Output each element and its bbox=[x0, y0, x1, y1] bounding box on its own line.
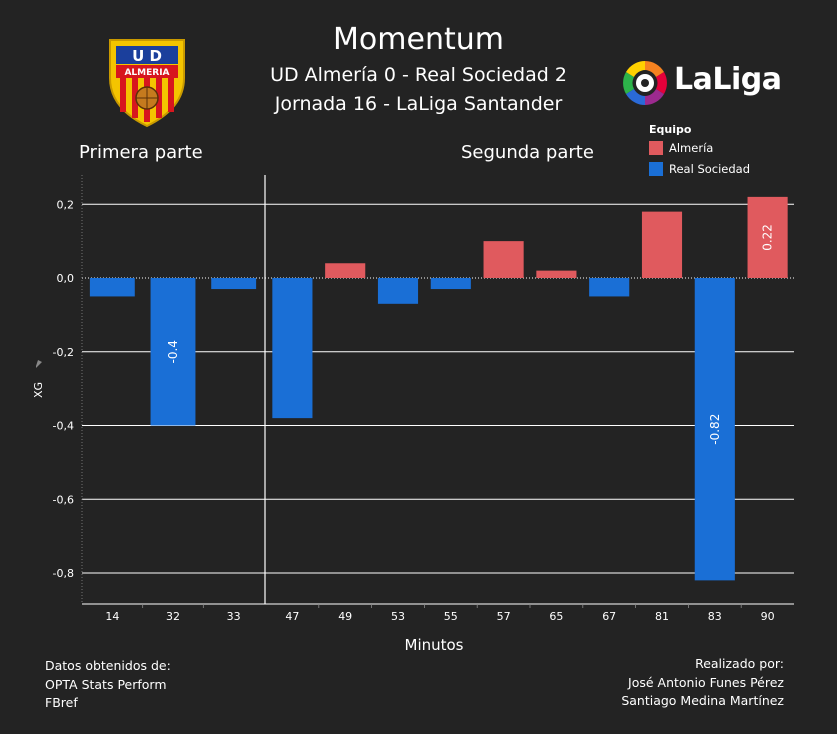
x-tick-label: 55 bbox=[444, 610, 458, 623]
y-tick-label: -0,2 bbox=[53, 346, 74, 359]
laliga-logo-text: LaLiga bbox=[674, 62, 782, 97]
x-tick-label: 90 bbox=[761, 610, 775, 623]
laliga-logo-icon bbox=[620, 58, 670, 108]
legend-label-almeria: Almería bbox=[669, 141, 714, 155]
bar-47 bbox=[272, 278, 313, 419]
footer-sources: Datos obtenidos de: OPTA Stats Perform F… bbox=[45, 657, 171, 713]
footer-source-line: FBref bbox=[45, 695, 78, 710]
y-axis-title: XG bbox=[32, 382, 45, 398]
y-tick-label: -0,8 bbox=[53, 567, 74, 580]
bar-83 bbox=[694, 278, 735, 581]
legend-item-almeria[interactable]: Almería bbox=[649, 141, 713, 155]
y-tick-label: 0,0 bbox=[57, 272, 75, 285]
footer-credit-line: Realizado por: bbox=[695, 656, 784, 671]
x-tick-label: 57 bbox=[497, 610, 511, 623]
x-tick-label: 53 bbox=[391, 610, 405, 623]
legend-swatch-real-sociedad bbox=[649, 162, 663, 176]
legend-label-real-sociedad: Real Sociedad bbox=[669, 162, 751, 176]
bar-14 bbox=[89, 278, 135, 297]
footer-source-line: Datos obtenidos de: bbox=[45, 658, 171, 673]
bar-90 bbox=[747, 196, 788, 278]
footer-source-line: OPTA Stats Perform bbox=[45, 676, 167, 692]
crest-text-almeria: ALMERIA bbox=[124, 68, 169, 78]
x-tick-label: 14 bbox=[105, 610, 119, 623]
bar-55 bbox=[430, 278, 471, 290]
data-label: -0.4 bbox=[166, 340, 180, 363]
second-half-title: Segunda parte bbox=[461, 142, 594, 163]
bar-81 bbox=[641, 211, 683, 278]
x-tick-label: 33 bbox=[227, 610, 241, 623]
x-axis-title: Minutos bbox=[405, 636, 464, 654]
data-label: 0.22 bbox=[761, 224, 775, 251]
y-tick-label: -0,4 bbox=[53, 420, 74, 433]
bar-53 bbox=[377, 278, 419, 304]
matchday-subtitle: Jornada 16 - LaLiga Santander bbox=[274, 93, 563, 115]
y-tick-label: -0,6 bbox=[53, 493, 74, 506]
match-result-subtitle: UD Almería 0 - Real Sociedad 2 bbox=[270, 64, 567, 86]
footer-credit-line: Santiago Medina Martínez bbox=[621, 693, 784, 708]
x-tick-label: 83 bbox=[708, 610, 722, 623]
x-tick-label: 47 bbox=[285, 610, 299, 623]
first-half-title: Primera parte bbox=[79, 142, 203, 163]
footer-credits: Realizado por: José Antonio Funes Pérez … bbox=[621, 655, 784, 711]
data-label: -0.82 bbox=[708, 414, 722, 445]
footer-credit-line: José Antonio Funes Pérez bbox=[628, 674, 784, 690]
x-tick-label: 49 bbox=[338, 610, 352, 623]
bar-32 bbox=[150, 278, 196, 426]
legend-item-real-sociedad[interactable]: Real Sociedad bbox=[649, 162, 750, 176]
x-tick-label: 65 bbox=[549, 610, 563, 623]
bar-65 bbox=[536, 270, 577, 278]
bar-67 bbox=[589, 278, 630, 297]
bar-57 bbox=[483, 241, 524, 278]
x-tick-label: 81 bbox=[655, 610, 669, 623]
almeria-crest-logo: U D ALMERIA bbox=[106, 36, 188, 128]
crest-text-ud: U D bbox=[132, 47, 162, 65]
bar-33 bbox=[211, 278, 257, 290]
bar-49 bbox=[325, 263, 366, 278]
chart-title: Momentum bbox=[333, 22, 504, 57]
pin-icon bbox=[36, 360, 42, 368]
x-tick-label: 67 bbox=[602, 610, 616, 623]
legend-title: Equipo bbox=[649, 123, 692, 136]
y-tick-label: 0,2 bbox=[57, 198, 75, 211]
x-tick-label: 32 bbox=[166, 610, 180, 623]
legend-swatch-almeria bbox=[649, 141, 663, 155]
